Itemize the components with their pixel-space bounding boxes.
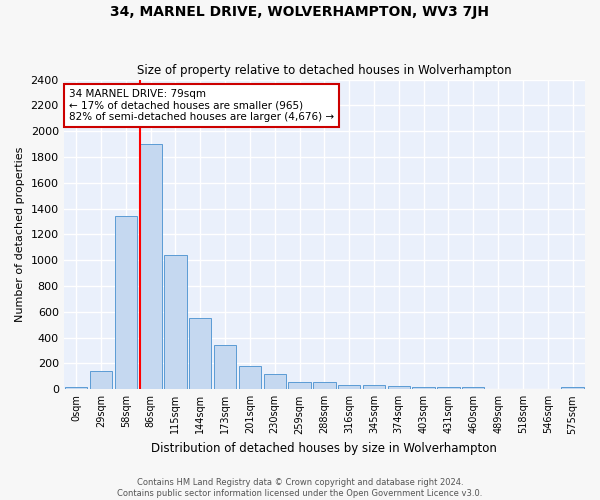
Bar xyxy=(562,386,584,390)
Bar xyxy=(487,388,509,390)
Bar xyxy=(388,386,410,390)
Bar xyxy=(338,385,361,390)
Bar xyxy=(289,382,311,390)
Bar xyxy=(263,374,286,390)
Text: Contains HM Land Registry data © Crown copyright and database right 2024.
Contai: Contains HM Land Registry data © Crown c… xyxy=(118,478,482,498)
Bar xyxy=(115,216,137,390)
Bar xyxy=(164,255,187,390)
Bar xyxy=(412,386,435,390)
Bar xyxy=(363,385,385,390)
Bar xyxy=(437,388,460,390)
Bar xyxy=(512,388,534,390)
Text: 34, MARNEL DRIVE, WOLVERHAMPTON, WV3 7JH: 34, MARNEL DRIVE, WOLVERHAMPTON, WV3 7JH xyxy=(110,5,490,19)
Bar xyxy=(65,386,87,390)
Bar xyxy=(189,318,211,390)
Text: 34 MARNEL DRIVE: 79sqm
← 17% of detached houses are smaller (965)
82% of semi-de: 34 MARNEL DRIVE: 79sqm ← 17% of detached… xyxy=(69,89,334,122)
Bar xyxy=(214,346,236,390)
Bar xyxy=(90,371,112,390)
Bar xyxy=(139,144,162,390)
Bar xyxy=(462,386,484,390)
Title: Size of property relative to detached houses in Wolverhampton: Size of property relative to detached ho… xyxy=(137,64,512,77)
Bar xyxy=(239,366,261,390)
Bar xyxy=(313,382,335,390)
X-axis label: Distribution of detached houses by size in Wolverhampton: Distribution of detached houses by size … xyxy=(151,442,497,455)
Y-axis label: Number of detached properties: Number of detached properties xyxy=(15,146,25,322)
